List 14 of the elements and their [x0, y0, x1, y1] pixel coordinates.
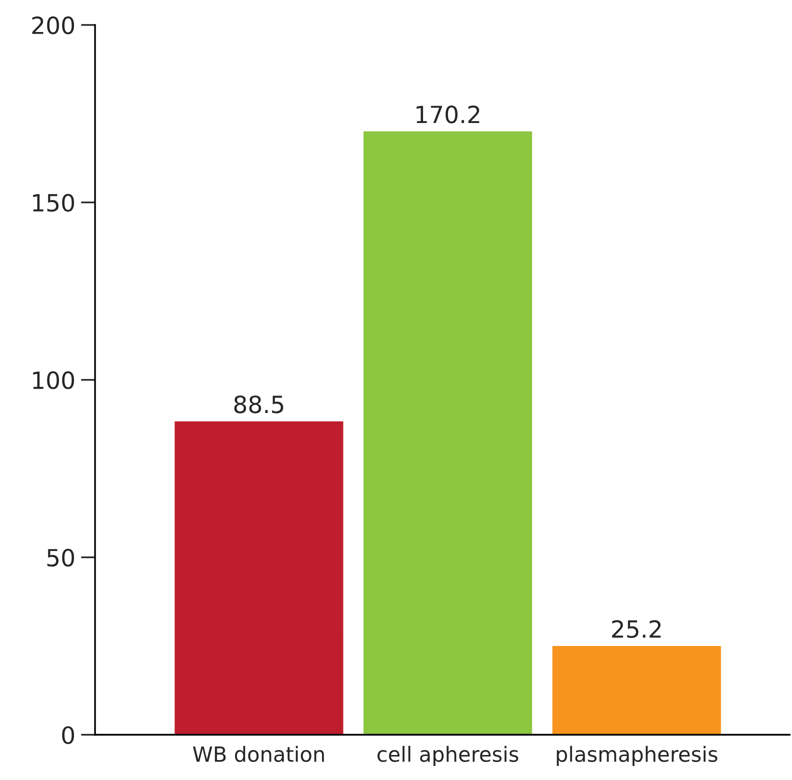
- y-tick-label: 0: [62, 726, 74, 744]
- y-tick-label: 200: [32, 16, 74, 34]
- y-tick-label: 150: [33, 194, 74, 212]
- x-tick-label: plasmapheresis: [556, 746, 718, 766]
- y-tick-label: 100: [33, 371, 74, 390]
- x-tick-label: cell apheresis: [378, 746, 518, 766]
- bar: [362, 130, 534, 735]
- bar: [173, 420, 345, 735]
- data-label: 170.2: [416, 106, 480, 124]
- data-label: 25.2: [612, 620, 661, 638]
- bar: [550, 644, 722, 735]
- y-tick-label: 50: [47, 548, 74, 567]
- x-tick-label: WB donation: [192, 746, 324, 762]
- data-label: 88.5: [234, 395, 284, 414]
